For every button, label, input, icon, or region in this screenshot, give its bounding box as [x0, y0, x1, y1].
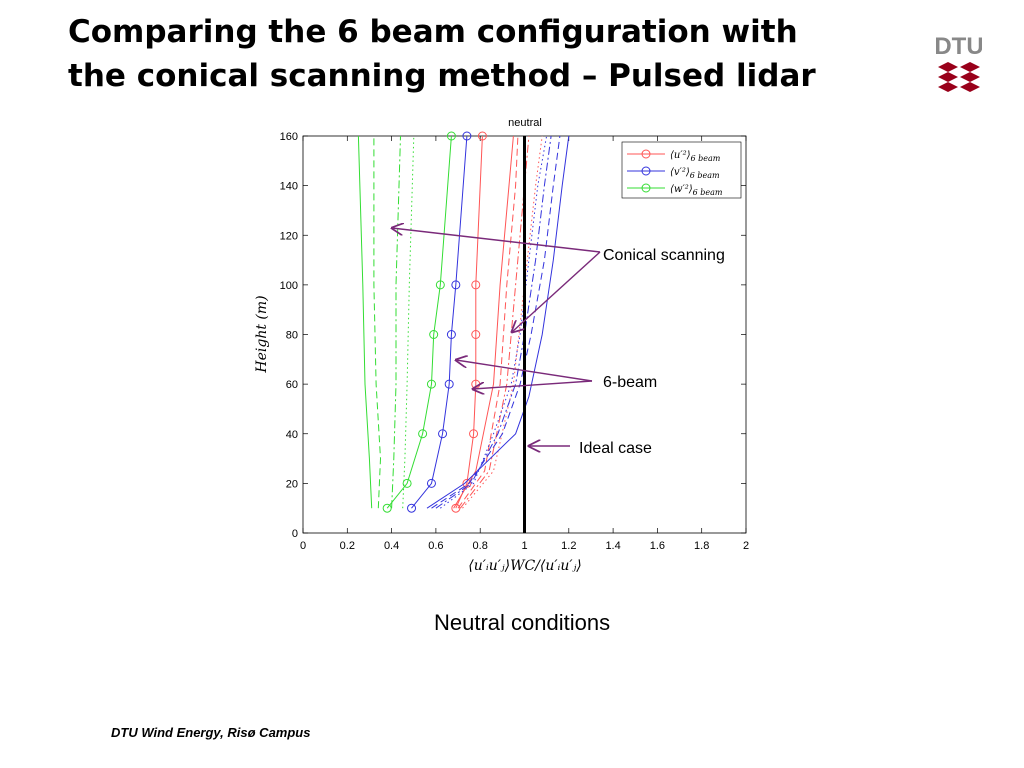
- dtu-logo-mark: [938, 62, 980, 92]
- legend-entry: ⟨u′²⟩6 beam: [670, 150, 721, 163]
- footer: DTU Wind Energy, Risø Campus: [111, 725, 311, 740]
- x-tick-label: 0.4: [384, 540, 399, 552]
- annotation-6-beam: 6-beam: [603, 374, 657, 391]
- x-tick-label: 0.6: [428, 540, 443, 552]
- series-point: [402, 478, 412, 488]
- arrow-6beam-1: [456, 360, 593, 382]
- legend-entry-sub: 6 beam: [693, 188, 723, 197]
- x-tick-label: 1: [521, 540, 527, 552]
- annotation-ideal-case: Ideal case: [579, 440, 652, 457]
- series-point: [438, 429, 448, 439]
- y-tick-label: 120: [280, 230, 298, 242]
- y-tick-label: 40: [286, 429, 298, 441]
- arrow-conical-1: [392, 228, 601, 253]
- series-point: [469, 429, 479, 439]
- series-point: [462, 131, 472, 141]
- legend-entry: ⟨v′²⟩6 beam: [670, 167, 720, 180]
- series-point: [446, 131, 456, 141]
- series-point: [444, 379, 454, 389]
- x-tick-label: 1.6: [650, 540, 665, 552]
- annotation-conical-scanning: Conical scanning: [603, 247, 725, 264]
- y-tick-label: 80: [286, 330, 298, 342]
- x-tick-label: 0.8: [473, 540, 488, 552]
- x-tick-label: 0.2: [340, 540, 355, 552]
- chart-title: neutral: [508, 117, 542, 129]
- caption: Neutral conditions: [434, 610, 611, 635]
- y-tick-label: 140: [280, 181, 298, 193]
- slide-title-line2: the conical scanning method – Pulsed lid…: [68, 58, 816, 94]
- series-line-1: [411, 135, 468, 509]
- series-point: [418, 429, 428, 439]
- x-tick-label: 1.8: [694, 540, 709, 552]
- series-point: [471, 280, 481, 290]
- slide-title-line1: Comparing the 6 beam configuration with: [68, 14, 798, 50]
- x-tick-label: 2: [743, 540, 749, 552]
- series-line-14: [440, 135, 548, 509]
- series-point: [451, 280, 461, 290]
- y-tick-label: 0: [292, 528, 298, 540]
- series-line-3: [357, 135, 373, 509]
- legend-entry-sub: 6 beam: [691, 154, 721, 163]
- y-axis-label: Height (m): [254, 295, 270, 373]
- series-point: [471, 330, 481, 339]
- x-tick-label: 0: [300, 540, 306, 552]
- y-tick-label: 20: [286, 478, 298, 490]
- annotation-arrows: [392, 228, 601, 446]
- arrow-6beam-2: [473, 380, 593, 389]
- slide-title: Comparing the 6 beam configuration with …: [68, 10, 918, 98]
- x-tick-label: 1.2: [561, 540, 576, 552]
- dtu-logo: DTU: [936, 33, 982, 92]
- series-point: [426, 379, 436, 389]
- legend-entry-main: ⟨w′²⟩: [670, 184, 693, 195]
- series-line-8: [457, 135, 519, 509]
- series-point: [382, 503, 392, 513]
- series-point: [407, 503, 417, 513]
- legend-marker: [641, 166, 651, 176]
- series-point: [426, 478, 436, 488]
- legend-marker: [641, 183, 651, 193]
- x-axis-label: ⟨u′ᵢu′ⱼ⟩WC/⟨u′ᵢu′ⱼ⟩: [468, 558, 581, 574]
- series-point: [435, 280, 445, 290]
- series-line-13: [435, 135, 552, 509]
- legend-entry-main: ⟨v′²⟩: [670, 167, 690, 178]
- y-tick-label: 160: [280, 131, 298, 143]
- legend-marker: [641, 149, 651, 159]
- series-point: [429, 330, 439, 339]
- series-point: [462, 478, 472, 488]
- series-point: [477, 131, 487, 141]
- series-line-4: [373, 136, 382, 509]
- series-line-11: [426, 135, 570, 509]
- y-tick-label: 60: [286, 379, 298, 391]
- legend-entry: ⟨w′²⟩6 beam: [670, 184, 723, 197]
- x-tick-label: 1.4: [605, 540, 620, 552]
- legend-entry-main: ⟨u′²⟩: [670, 150, 691, 161]
- series-line-7: [453, 135, 514, 509]
- y-tick-label: 100: [280, 280, 298, 292]
- series-line-2: [386, 135, 452, 509]
- arrow-conical-2: [512, 251, 601, 332]
- legend: ⟨u′²⟩6 beam⟨v′²⟩6 beam⟨w′²⟩6 beam: [621, 141, 742, 199]
- series-point: [446, 330, 456, 339]
- legend-entry-sub: 6 beam: [690, 171, 720, 180]
- dtu-logo-text: DTU: [936, 33, 982, 60]
- axis-ticks: 0 0.2 0.4 0.6 0.8 1 1.2 1.4 1.6 1.8 20204060801001…: [280, 131, 749, 552]
